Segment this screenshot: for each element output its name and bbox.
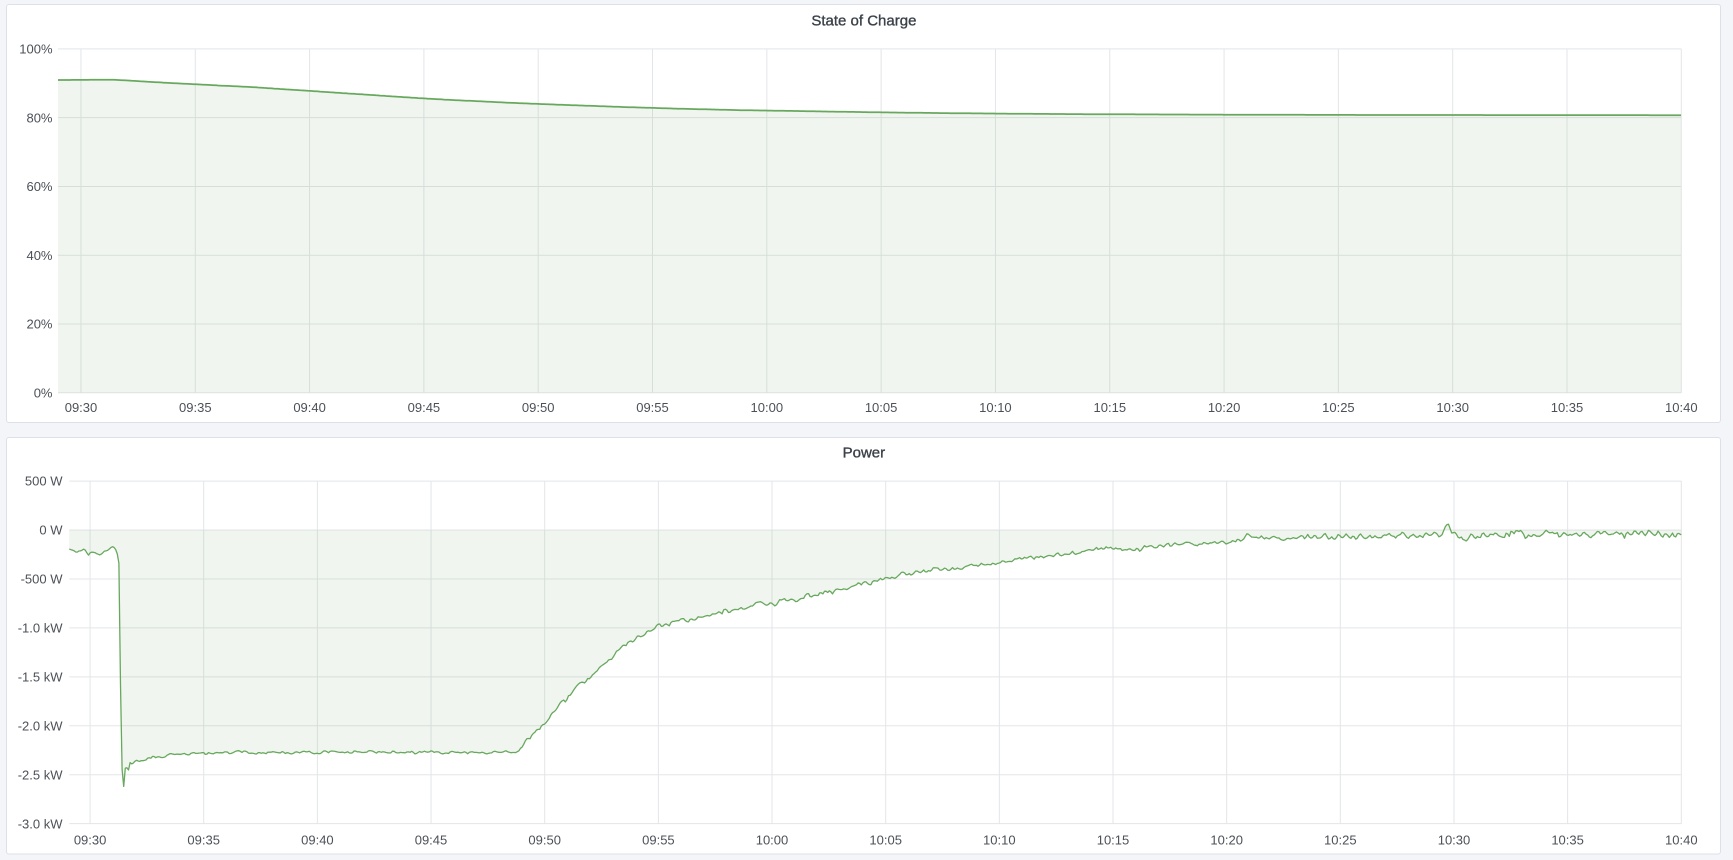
svg-text:09:45: 09:45 <box>408 400 441 415</box>
svg-text:09:45: 09:45 <box>415 832 448 847</box>
svg-text:100%: 100% <box>19 42 53 57</box>
svg-text:-3.0 kW: -3.0 kW <box>18 816 64 831</box>
svg-text:10:25: 10:25 <box>1322 400 1355 415</box>
svg-text:State of Charge: State of Charge <box>811 13 916 30</box>
svg-text:09:50: 09:50 <box>528 832 561 847</box>
svg-text:80%: 80% <box>26 110 52 125</box>
svg-text:10:15: 10:15 <box>1097 832 1130 847</box>
svg-text:Power: Power <box>843 445 886 462</box>
svg-text:10:15: 10:15 <box>1094 400 1127 415</box>
svg-text:0%: 0% <box>34 385 53 400</box>
svg-text:10:00: 10:00 <box>756 832 789 847</box>
svg-text:-500 W: -500 W <box>21 572 64 587</box>
svg-text:20%: 20% <box>26 317 52 332</box>
svg-text:10:30: 10:30 <box>1436 400 1469 415</box>
svg-text:10:20: 10:20 <box>1208 400 1241 415</box>
svg-text:10:25: 10:25 <box>1324 832 1357 847</box>
svg-text:09:40: 09:40 <box>293 400 326 415</box>
svg-text:09:40: 09:40 <box>301 832 334 847</box>
svg-text:10:05: 10:05 <box>865 400 898 415</box>
svg-text:10:00: 10:00 <box>751 400 784 415</box>
svg-text:10:10: 10:10 <box>979 400 1012 415</box>
svg-text:10:40: 10:40 <box>1665 400 1698 415</box>
svg-text:-1.0 kW: -1.0 kW <box>18 621 64 636</box>
svg-text:10:35: 10:35 <box>1551 832 1584 847</box>
svg-text:09:55: 09:55 <box>642 832 675 847</box>
svg-text:10:10: 10:10 <box>983 832 1016 847</box>
svg-text:0 W: 0 W <box>39 523 63 538</box>
svg-text:60%: 60% <box>26 179 52 194</box>
svg-text:09:30: 09:30 <box>65 400 98 415</box>
svg-text:10:05: 10:05 <box>869 832 902 847</box>
svg-text:40%: 40% <box>26 248 52 263</box>
svg-text:10:30: 10:30 <box>1438 832 1471 847</box>
svg-text:500 W: 500 W <box>25 474 63 489</box>
svg-text:09:55: 09:55 <box>636 400 669 415</box>
svg-text:-2.5 kW: -2.5 kW <box>18 767 64 782</box>
svg-text:09:35: 09:35 <box>179 400 212 415</box>
svg-text:-1.5 kW: -1.5 kW <box>18 670 64 685</box>
svg-text:09:30: 09:30 <box>74 832 107 847</box>
svg-text:10:20: 10:20 <box>1210 832 1243 847</box>
svg-text:10:40: 10:40 <box>1665 832 1698 847</box>
svg-text:-2.0 kW: -2.0 kW <box>18 718 64 733</box>
svg-text:09:50: 09:50 <box>522 400 555 415</box>
svg-text:09:35: 09:35 <box>187 832 220 847</box>
svg-text:10:35: 10:35 <box>1551 400 1584 415</box>
